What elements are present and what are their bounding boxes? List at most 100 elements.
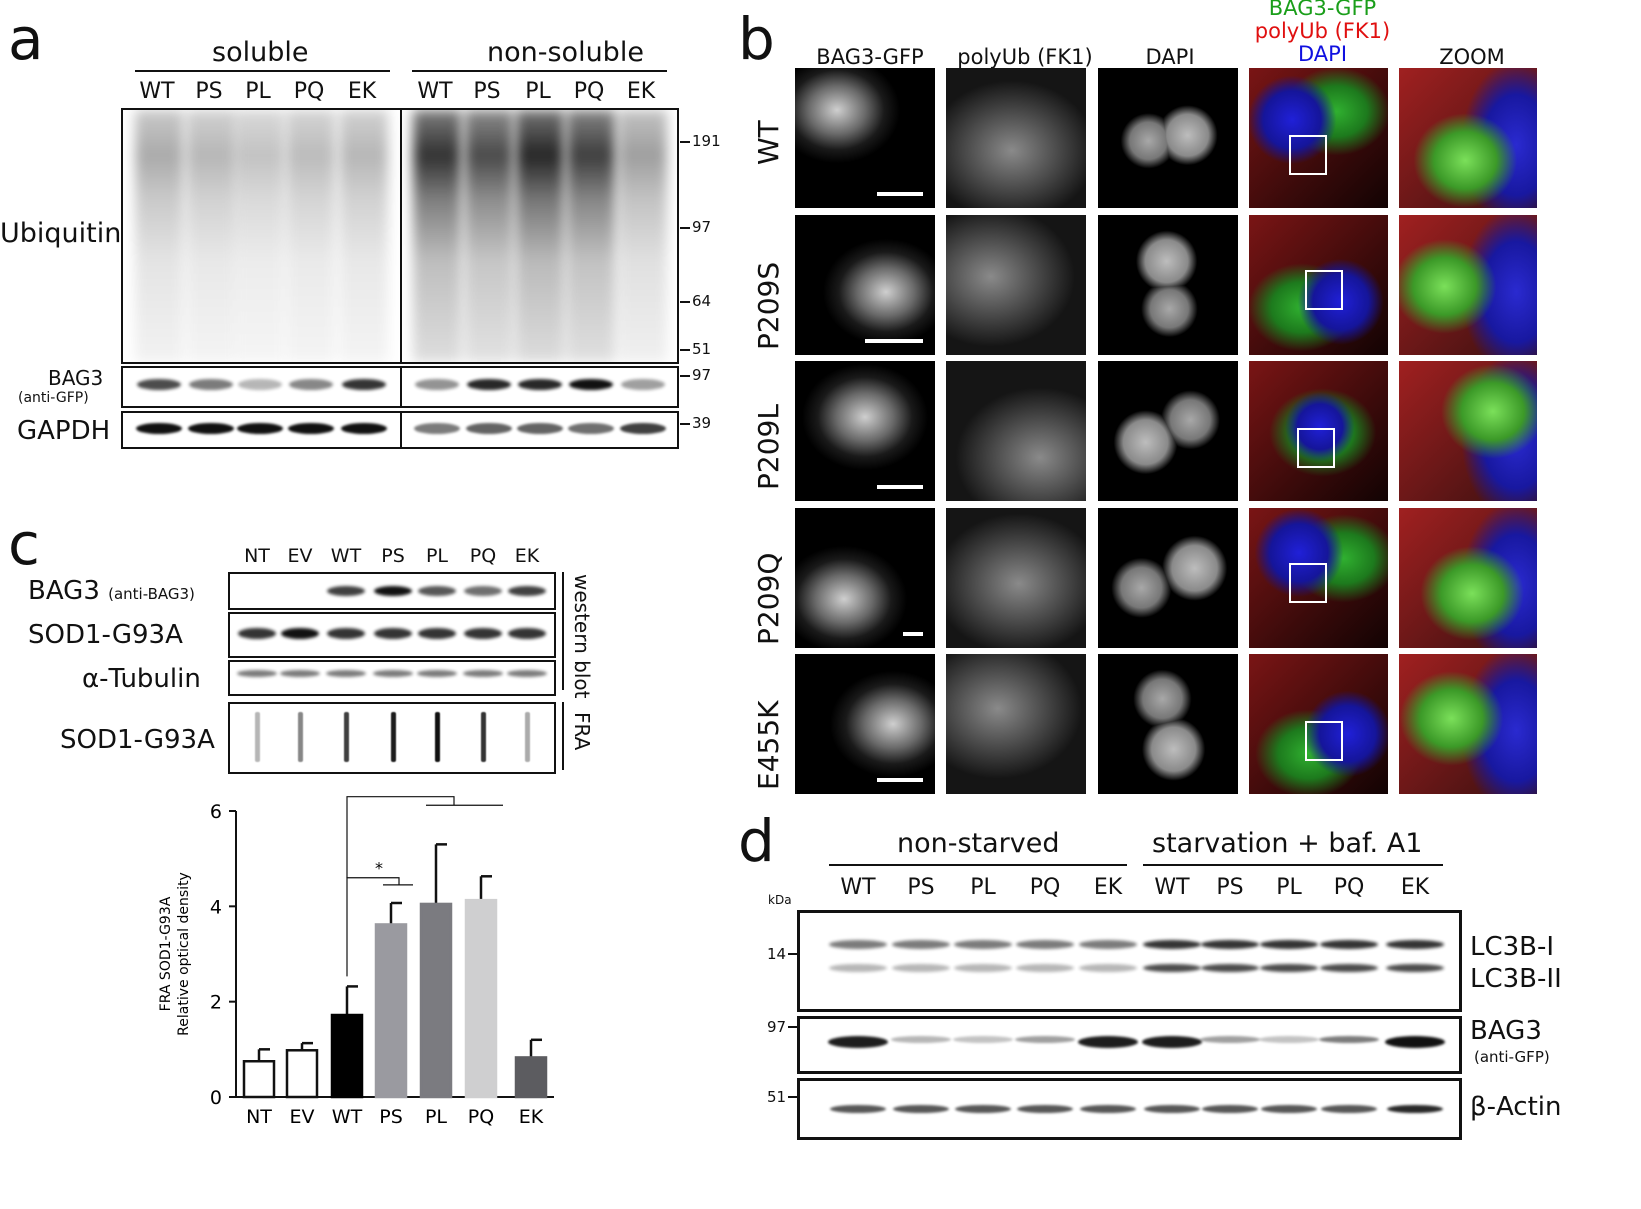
group-soluble-label: soluble bbox=[212, 37, 309, 68]
bag3-band bbox=[137, 379, 181, 390]
starved-rule bbox=[1143, 864, 1443, 866]
lane-label-a: PQ bbox=[573, 79, 605, 104]
lane-label-d: PS bbox=[907, 875, 935, 900]
lc3b2-band bbox=[1143, 964, 1201, 972]
blot-divider bbox=[400, 110, 402, 362]
micrograph-cell bbox=[1399, 508, 1537, 648]
bar bbox=[514, 1056, 548, 1099]
lc3b1-band bbox=[1320, 940, 1378, 949]
sig-marker-single: * bbox=[375, 859, 383, 878]
actin-blot bbox=[797, 1078, 1462, 1140]
micrograph-cell bbox=[795, 361, 935, 501]
lane-label-a: PL bbox=[525, 79, 551, 104]
micrograph-cell bbox=[795, 654, 935, 794]
sod1-band bbox=[508, 628, 546, 639]
y-axis-label-line1: FRA SOD1-G93A bbox=[158, 896, 174, 1011]
sod1-band bbox=[374, 628, 412, 639]
lc3b1-band bbox=[1143, 940, 1201, 949]
bag3-band-c bbox=[508, 586, 546, 596]
bag3-band bbox=[518, 379, 562, 390]
lane-label-d: WT bbox=[1154, 875, 1190, 900]
fra-slot bbox=[255, 712, 260, 762]
y-tick-label: 0 bbox=[210, 1087, 222, 1109]
sig-bracket-single bbox=[346, 877, 400, 977]
bag3-band-d bbox=[1015, 1036, 1075, 1043]
bag3-band-d bbox=[953, 1036, 1013, 1043]
merge-legend-red: polyUb (FK1) bbox=[1254, 19, 1391, 43]
fra-slot bbox=[344, 712, 349, 762]
marker-39: 39 bbox=[692, 414, 712, 432]
ubiquitin-smear bbox=[340, 110, 388, 362]
marker-64: 64 bbox=[692, 292, 712, 310]
bar bbox=[330, 1013, 364, 1099]
row-label-p209q: P209Q bbox=[752, 552, 785, 645]
micrograph-cell bbox=[795, 508, 935, 648]
gapdh-band bbox=[288, 423, 334, 434]
bar bbox=[242, 1060, 276, 1099]
ubiquitin-smear bbox=[465, 110, 513, 362]
y-tick-label: 2 bbox=[210, 992, 222, 1014]
ubiquitin-smear bbox=[287, 110, 335, 362]
fra-slot bbox=[435, 712, 440, 762]
bag3-row-label-c-main: BAG3 bbox=[28, 576, 100, 606]
lane-label-d: WT bbox=[840, 875, 876, 900]
bar bbox=[464, 898, 498, 1099]
marker-97: 97 bbox=[692, 218, 712, 236]
lane-label-a: EK bbox=[347, 79, 377, 104]
zoom-region-box bbox=[1305, 721, 1343, 761]
lc3b1-band bbox=[892, 940, 950, 949]
lc3b2-band bbox=[954, 964, 1012, 972]
x-tick-label: WT bbox=[332, 1106, 363, 1128]
lane-label-a: PL bbox=[245, 79, 271, 104]
lane-label-c: WT bbox=[330, 545, 362, 567]
micrograph-cell bbox=[1098, 508, 1238, 648]
bar bbox=[285, 1049, 319, 1099]
zoom-region-box bbox=[1289, 563, 1327, 603]
sod1-row-label: SOD1-G93A bbox=[28, 620, 183, 650]
bag3-row-sublabel-d: (anti-GFP) bbox=[1474, 1048, 1550, 1066]
bag3-band-d bbox=[1142, 1036, 1202, 1048]
micrograph-cell bbox=[946, 215, 1086, 355]
gapdh-band bbox=[188, 423, 234, 434]
lane-label-a: EK bbox=[626, 79, 656, 104]
marker-51-d: 51 bbox=[767, 1088, 787, 1106]
micrograph-cell bbox=[1249, 654, 1388, 794]
ubiquitin-smear bbox=[236, 110, 284, 362]
lane-label-c: PL bbox=[425, 545, 449, 567]
bag3-row-label-d: BAG3 bbox=[1470, 1016, 1542, 1046]
side-western-blot: western blot bbox=[570, 574, 594, 699]
col-zoom: ZOOM bbox=[1439, 45, 1505, 69]
sod1-band bbox=[327, 628, 365, 639]
side-fra: FRA bbox=[570, 712, 594, 751]
western-bracket bbox=[562, 572, 564, 690]
actin-band bbox=[1321, 1105, 1377, 1113]
sig-bracket-double bbox=[346, 796, 455, 878]
bag3-band-d bbox=[1259, 1036, 1319, 1043]
fra-bracket bbox=[562, 702, 564, 770]
bag3-band-c bbox=[374, 586, 412, 596]
micrograph-cell bbox=[795, 68, 935, 208]
lane-label-c: EV bbox=[287, 545, 313, 567]
bag3-blot-a bbox=[121, 366, 679, 408]
panel-a-label: a bbox=[8, 5, 44, 73]
bar bbox=[419, 902, 453, 1099]
x-tick-label: PL bbox=[425, 1106, 447, 1128]
bag3-band-d bbox=[891, 1036, 951, 1043]
micrograph-cell bbox=[1249, 508, 1388, 648]
x-tick-label: PQ bbox=[468, 1106, 494, 1128]
col-polyub: polyUb (FK1) bbox=[957, 45, 1093, 69]
bag3-band-d bbox=[828, 1036, 888, 1048]
ubiquitin-row-label: Ubiquitin bbox=[0, 218, 122, 249]
ubiquitin-smear bbox=[135, 110, 183, 362]
lane-label-d: PS bbox=[1216, 875, 1244, 900]
gapdh-band bbox=[568, 423, 614, 434]
micrograph-cell bbox=[795, 215, 935, 355]
lc3b1-band bbox=[1260, 940, 1318, 949]
micrograph-cell bbox=[1098, 68, 1238, 208]
lane-label-a: PS bbox=[473, 79, 501, 104]
lc3b1-band bbox=[1079, 940, 1137, 949]
nonsoluble-rule bbox=[412, 70, 667, 72]
lc3b1-band bbox=[829, 940, 887, 949]
gapdh-blot bbox=[121, 411, 679, 449]
gapdh-row-label: GAPDH bbox=[17, 416, 111, 446]
